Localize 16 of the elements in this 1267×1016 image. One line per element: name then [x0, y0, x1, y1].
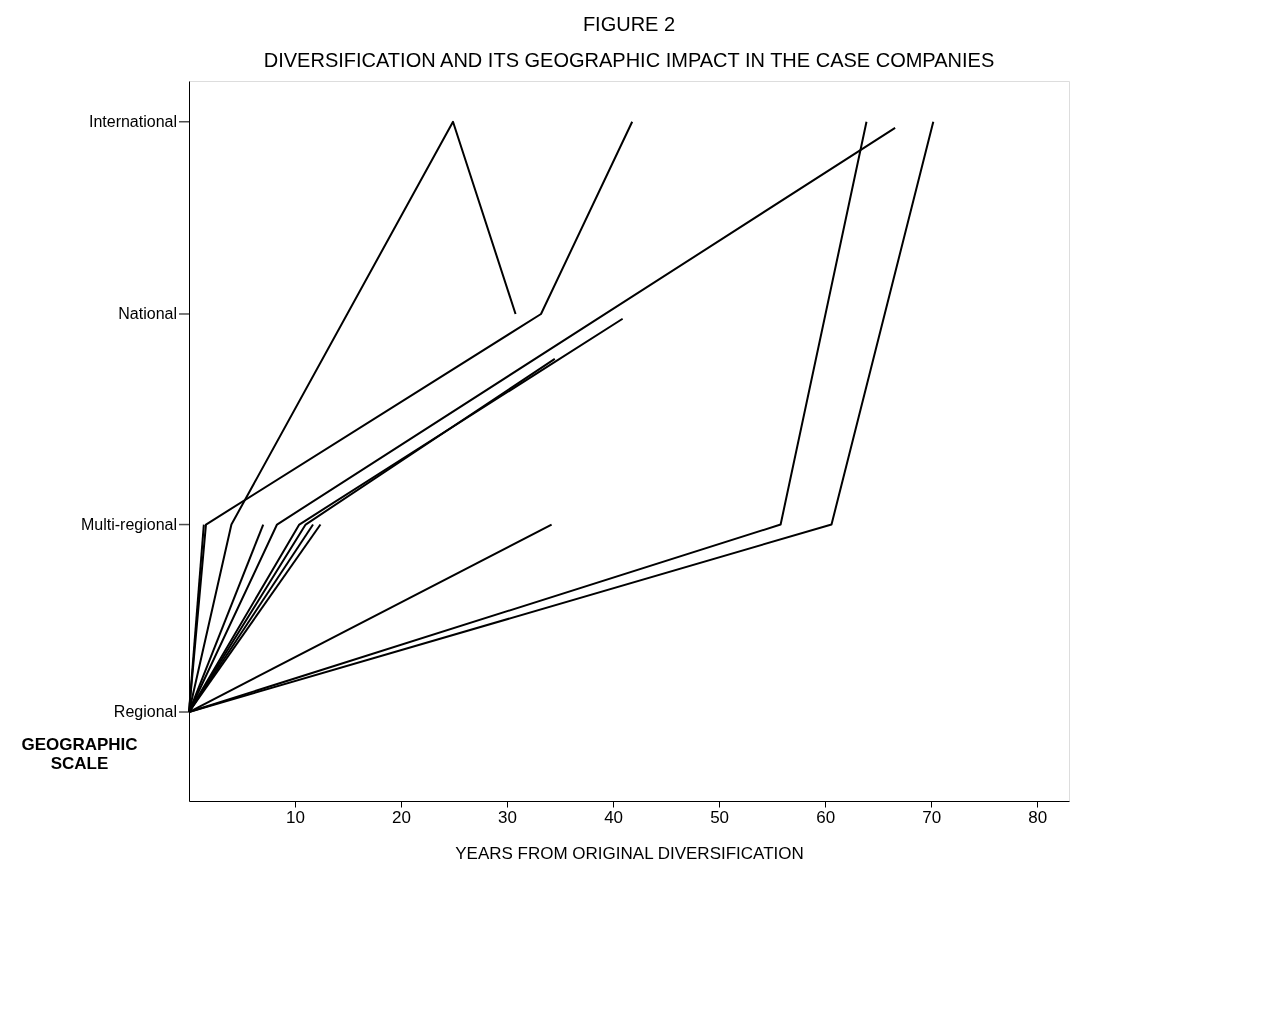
x-tick-label: 20 — [392, 807, 412, 827]
y-axis-title: GEOGRAPHIC SCALE — [21, 734, 138, 773]
x-tick-label: 60 — [816, 807, 836, 827]
x-tick-label: 10 — [286, 807, 305, 827]
x-tick-label: 50 — [710, 807, 730, 827]
text: Regional — [113, 703, 177, 721]
text: National — [118, 304, 177, 322]
text: International — [88, 112, 177, 130]
x-tick-label: 30 — [498, 807, 518, 827]
x-axis-title: YEARS FROM ORIGINAL DIVERSIFICATION — [455, 843, 804, 863]
x-tick-label: 80 — [1028, 807, 1048, 827]
text: Multi-regional — [80, 515, 177, 533]
x-tick-label: 70 — [922, 807, 942, 827]
chart-subtitle: DIVERSIFICATION AND ITS GEOGRAPHIC IMPACT IN THE CASE COMPANIES — [263, 49, 995, 71]
x-tick-label: 40 — [604, 807, 624, 827]
chart-title: FIGURE 2 — [582, 13, 676, 35]
